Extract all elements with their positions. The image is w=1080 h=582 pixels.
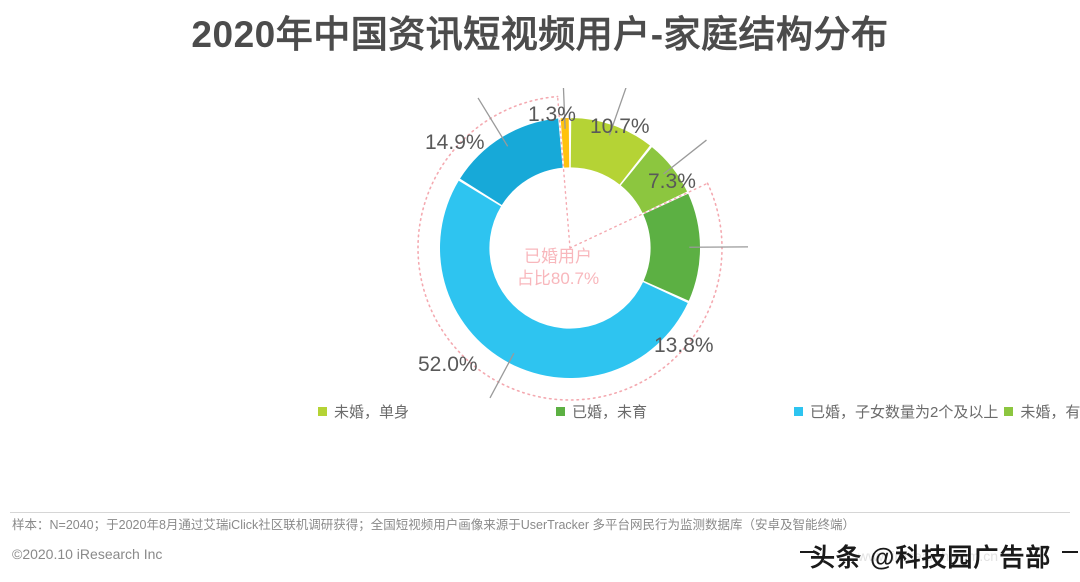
legend-swatch-icon <box>556 407 565 416</box>
copyright-text: ©2020.10 iResearch Inc <box>12 546 163 562</box>
legend-item[interactable]: 未婚，有男/女朋友 <box>1004 398 1080 425</box>
legend-item-label: 未婚，有男/女朋友 <box>1020 404 1080 421</box>
donut-slice[interactable] <box>560 118 570 168</box>
center-annotation-line2: 占比80.7% <box>516 269 600 288</box>
watermark-rule-left <box>800 551 814 553</box>
chart-legend: 未婚，单身 已婚，未育 已婚，子女数量为2个及以上 未婚，有男/女朋友 已婚，有… <box>318 398 1080 425</box>
donut-slice[interactable] <box>439 180 688 378</box>
page-title: 2020年中国资讯短视频用户-家庭结构分布 <box>191 14 889 55</box>
leader-line <box>477 97 509 147</box>
legend-swatch-icon <box>794 407 803 416</box>
slice-value-label-4: 14.9% <box>425 131 485 154</box>
leader-line <box>562 88 566 129</box>
legend-item-label: 已婚，未育 <box>572 404 648 421</box>
center-annotation: 已婚用户 占比80.7% <box>498 246 618 290</box>
center-annotation-line1: 已婚用户 <box>524 247 592 266</box>
slice-value-label-2: 13.8% <box>654 334 714 357</box>
leader-line <box>663 139 707 175</box>
legend-item[interactable]: 已婚，未育 <box>556 398 788 425</box>
donut-slice[interactable] <box>570 118 650 185</box>
toutiao-watermark: 头条 @科技园广告部 <box>810 544 1052 572</box>
leader-lines <box>477 88 749 399</box>
legend-item-label: 已婚，子女数量为2个及以上 <box>810 404 999 421</box>
slice-value-label-1: 7.3% <box>648 170 696 193</box>
slice-value-label-3: 52.0% <box>418 353 478 376</box>
leader-line <box>489 352 515 399</box>
legend-swatch-icon <box>1004 407 1014 416</box>
slice-value-label-5: 1.3% <box>528 103 576 126</box>
leader-line <box>608 88 627 136</box>
legend-swatch-icon <box>318 407 327 416</box>
donut-slice[interactable] <box>620 147 688 213</box>
legend-item[interactable]: 未婚，单身 <box>318 398 550 425</box>
site-watermark: www.iresearch.com.cn <box>858 548 999 564</box>
legend-item-label: 未婚，单身 <box>334 404 410 421</box>
donut-slice[interactable] <box>460 118 563 206</box>
watermark-rule-right <box>1062 551 1078 553</box>
source-note: 样本：N=2040；于2020年8月通过艾瑞iClick社区联机调研获得；全国短… <box>12 518 856 532</box>
donut-chart <box>330 88 810 408</box>
legend-item[interactable]: 已婚，子女数量为2个及以上 <box>794 398 998 425</box>
footer-divider <box>10 512 1070 513</box>
donut-chart-svg <box>417 88 749 401</box>
guide-arc <box>417 95 723 401</box>
slice-value-label-0: 10.7% <box>590 115 650 138</box>
donut-slices <box>439 118 700 378</box>
donut-slice[interactable] <box>643 193 700 301</box>
